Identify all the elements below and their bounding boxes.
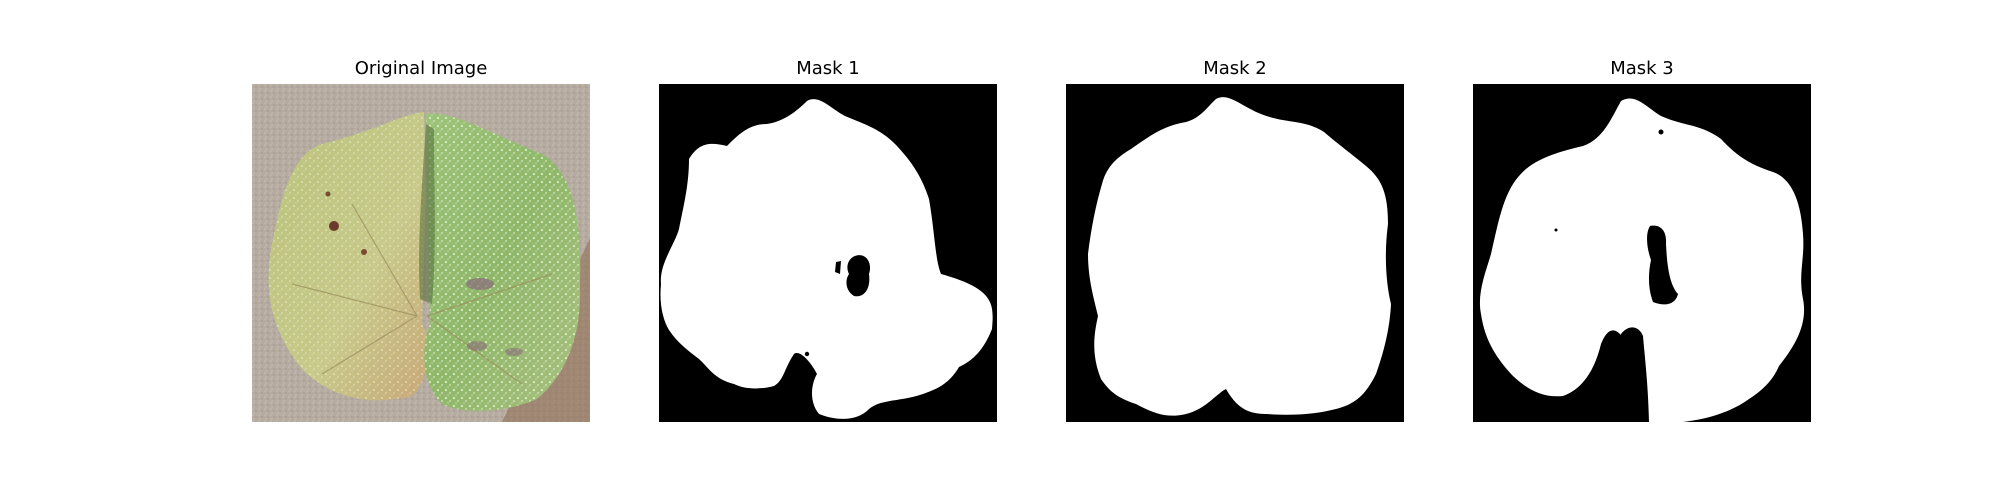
panel-mask-3: Mask 3	[1473, 0, 1811, 500]
panel-title: Mask 3	[1610, 58, 1674, 79]
original-image	[252, 84, 590, 422]
mask-foreground	[1479, 98, 1805, 422]
panel-mask-2: Mask 2	[1066, 0, 1404, 500]
panel-title: Original Image	[354, 58, 488, 79]
panel-title: Mask 2	[1203, 58, 1267, 79]
mask-foreground	[1088, 97, 1391, 416]
binary-mask	[1066, 84, 1404, 422]
binary-mask	[659, 84, 997, 422]
panel-original-image: Original Image	[252, 0, 590, 500]
mask-3-image	[1473, 84, 1811, 422]
mask-foreground	[660, 99, 993, 419]
mask-1-image	[659, 84, 997, 422]
panel-title: Mask 1	[796, 58, 860, 79]
panel-mask-1: Mask 1	[659, 0, 997, 500]
leaf-photo	[252, 84, 590, 422]
mask-2-image	[1066, 84, 1404, 422]
binary-mask	[1473, 84, 1811, 422]
